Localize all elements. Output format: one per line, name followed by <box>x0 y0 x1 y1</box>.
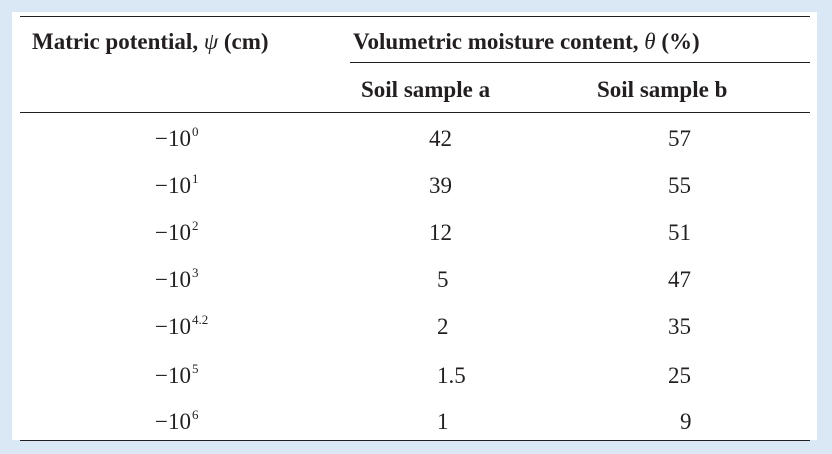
psi-symbol: ψ <box>203 29 219 54</box>
sample-b-value: 9 <box>680 409 692 434</box>
matric-potential-header: Matric potential, ψ (cm) <box>32 30 269 53</box>
sample-b-value: 25 <box>668 363 691 388</box>
sample-a-value: 1 <box>437 409 449 434</box>
bottom-rule <box>20 440 810 441</box>
theta-symbol: θ <box>644 29 656 54</box>
matric-potential-value: −100 <box>155 124 199 151</box>
moisture-content-header: Volumetric moisture content, θ (%) <box>353 30 700 53</box>
sample-a-value: 39 <box>429 173 452 198</box>
sample-b-value: 35 <box>668 314 691 339</box>
soil-sample-a-header: Soil sample a <box>361 77 491 102</box>
sample-a-value: 5 <box>437 267 449 292</box>
matric-potential-unit: (cm) <box>218 29 269 54</box>
matric-potential-value: −106 <box>155 407 199 434</box>
moisture-content-unit: (%) <box>655 29 700 54</box>
header-bottom-rule <box>20 112 810 113</box>
sample-b-value: 51 <box>668 220 691 245</box>
data-table: Matric potential, ψ (cm) Volumetric mois… <box>12 12 817 441</box>
header-sub-rule <box>350 62 810 63</box>
sample-a-value: 2 <box>437 314 449 339</box>
matric-potential-value: −101 <box>155 171 199 198</box>
matric-potential-value: −104.2 <box>155 312 209 339</box>
matric-potential-value: −105 <box>155 361 199 388</box>
sample-a-value: 12 <box>429 220 452 245</box>
sample-b-value: 47 <box>668 267 691 292</box>
matric-potential-value: −103 <box>155 265 199 292</box>
matric-potential-label: Matric potential, <box>32 29 204 54</box>
sample-a-value: 1.5 <box>437 363 466 388</box>
sample-b-value: 55 <box>668 173 691 198</box>
sample-b-value: 57 <box>668 126 691 151</box>
sample-a-value: 42 <box>429 126 452 151</box>
soil-sample-b-header: Soil sample b <box>597 77 728 102</box>
moisture-content-label: Volumetric moisture content, <box>353 29 645 54</box>
top-rule <box>20 16 810 17</box>
matric-potential-value: −102 <box>155 218 199 245</box>
